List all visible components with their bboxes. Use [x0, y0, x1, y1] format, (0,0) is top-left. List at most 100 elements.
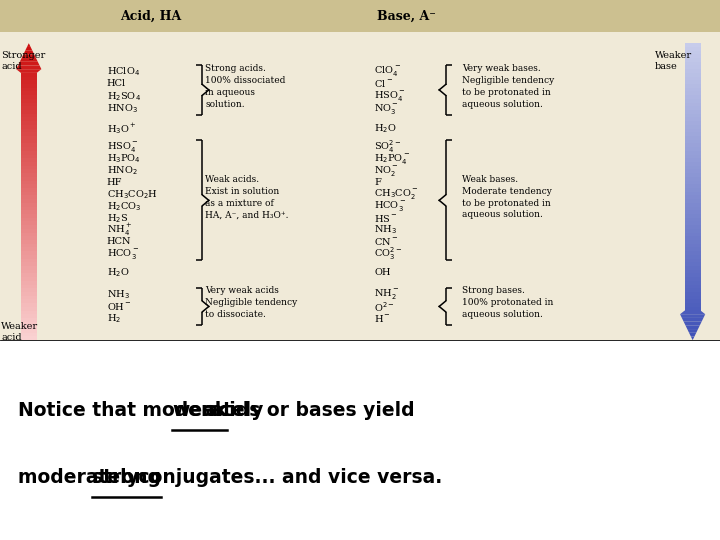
Polygon shape — [20, 58, 37, 62]
Polygon shape — [21, 162, 37, 166]
Polygon shape — [17, 65, 41, 69]
Text: NH$_2^-$: NH$_2^-$ — [374, 287, 400, 301]
Polygon shape — [21, 255, 37, 259]
Polygon shape — [21, 333, 37, 336]
Polygon shape — [685, 73, 701, 77]
Text: acids or bases yield: acids or bases yield — [199, 401, 415, 420]
Polygon shape — [680, 310, 705, 314]
Polygon shape — [685, 58, 701, 62]
Polygon shape — [25, 47, 32, 51]
Text: CN$^-$: CN$^-$ — [374, 237, 399, 247]
Text: HNO$_3$: HNO$_3$ — [107, 102, 138, 115]
Polygon shape — [21, 259, 37, 262]
Polygon shape — [685, 184, 701, 188]
Polygon shape — [21, 184, 37, 188]
Text: Acid, HA: Acid, HA — [120, 10, 182, 23]
Polygon shape — [685, 277, 701, 281]
Polygon shape — [21, 299, 37, 303]
Polygon shape — [21, 154, 37, 158]
Polygon shape — [21, 240, 37, 244]
Polygon shape — [685, 69, 701, 73]
Polygon shape — [685, 292, 701, 296]
Text: H$_2$SO$_4$: H$_2$SO$_4$ — [107, 90, 140, 103]
Polygon shape — [21, 144, 37, 147]
Polygon shape — [685, 262, 701, 266]
Text: Weaker
base: Weaker base — [655, 51, 693, 71]
Text: H$_3$O$^+$: H$_3$O$^+$ — [107, 121, 136, 136]
Polygon shape — [685, 91, 701, 95]
Polygon shape — [21, 214, 37, 218]
Polygon shape — [685, 281, 701, 285]
Bar — [0, 0, 720, 32]
Text: NO$_3^-$: NO$_3^-$ — [374, 102, 400, 116]
Polygon shape — [21, 244, 37, 247]
Polygon shape — [685, 244, 701, 247]
Text: CH$_3$CO$_2^-$: CH$_3$CO$_2^-$ — [374, 187, 419, 201]
Polygon shape — [21, 99, 37, 103]
Text: CO$_3^{2-}$: CO$_3^{2-}$ — [374, 245, 402, 262]
Polygon shape — [21, 121, 37, 125]
Polygon shape — [685, 95, 701, 99]
Polygon shape — [21, 233, 37, 237]
Polygon shape — [21, 296, 37, 299]
Polygon shape — [689, 333, 696, 336]
Polygon shape — [685, 158, 701, 162]
Polygon shape — [21, 203, 37, 206]
Polygon shape — [685, 229, 701, 233]
Text: Weak bases.
Moderate tendency
to be protonated in
aqueous solution.: Weak bases. Moderate tendency to be prot… — [462, 175, 552, 219]
Polygon shape — [685, 233, 701, 237]
Polygon shape — [685, 140, 701, 144]
Text: H$_2$S: H$_2$S — [107, 212, 128, 225]
Polygon shape — [21, 114, 37, 117]
Polygon shape — [21, 269, 37, 273]
Polygon shape — [21, 322, 37, 325]
Polygon shape — [685, 47, 701, 51]
Polygon shape — [684, 322, 701, 325]
Polygon shape — [21, 87, 37, 91]
Polygon shape — [685, 162, 701, 166]
Text: Weak acids.
Exist in solution
as a mixture of
HA, A⁻, and H₃O⁺.: Weak acids. Exist in solution as a mixtu… — [205, 175, 289, 219]
Text: HCO$_3^-$: HCO$_3^-$ — [107, 247, 139, 261]
Polygon shape — [21, 125, 37, 129]
Polygon shape — [685, 266, 701, 269]
Text: NH$_3$: NH$_3$ — [374, 224, 397, 237]
Text: Notice that moderately: Notice that moderately — [18, 401, 270, 420]
Polygon shape — [685, 288, 701, 292]
Polygon shape — [685, 273, 701, 277]
Polygon shape — [21, 229, 37, 233]
Polygon shape — [680, 314, 705, 318]
Text: HClO$_4$: HClO$_4$ — [107, 65, 140, 78]
Polygon shape — [685, 325, 700, 329]
Text: H$_2$: H$_2$ — [107, 312, 121, 325]
Polygon shape — [685, 180, 701, 184]
Polygon shape — [685, 199, 701, 203]
Polygon shape — [685, 43, 701, 47]
Text: weak: weak — [172, 401, 228, 420]
Polygon shape — [685, 173, 701, 177]
Polygon shape — [21, 288, 37, 292]
Text: F: F — [374, 178, 382, 187]
Polygon shape — [21, 106, 37, 110]
Text: ClO$_4^-$: ClO$_4^-$ — [374, 64, 401, 78]
Polygon shape — [685, 106, 701, 110]
Polygon shape — [21, 199, 37, 203]
Text: moderately: moderately — [18, 468, 145, 488]
Text: SO$_4^{2-}$: SO$_4^{2-}$ — [374, 138, 402, 156]
Polygon shape — [685, 218, 701, 221]
Polygon shape — [685, 62, 701, 65]
Polygon shape — [685, 136, 701, 140]
Polygon shape — [685, 121, 701, 125]
Polygon shape — [685, 129, 701, 132]
Polygon shape — [685, 210, 701, 214]
Polygon shape — [21, 292, 37, 296]
Text: HSO$_4^-$: HSO$_4^-$ — [374, 89, 406, 103]
Text: NO$_2^-$: NO$_2^-$ — [374, 164, 400, 178]
Polygon shape — [685, 214, 701, 218]
Polygon shape — [21, 314, 37, 318]
Text: HCO$_3^-$: HCO$_3^-$ — [374, 199, 407, 213]
Text: Weaker
acid: Weaker acid — [1, 322, 39, 342]
Polygon shape — [21, 251, 37, 255]
Polygon shape — [21, 329, 37, 333]
Text: NH$_4^+$: NH$_4^+$ — [107, 222, 132, 238]
Text: H$_2$PO$_4^-$: H$_2$PO$_4^-$ — [374, 152, 410, 166]
